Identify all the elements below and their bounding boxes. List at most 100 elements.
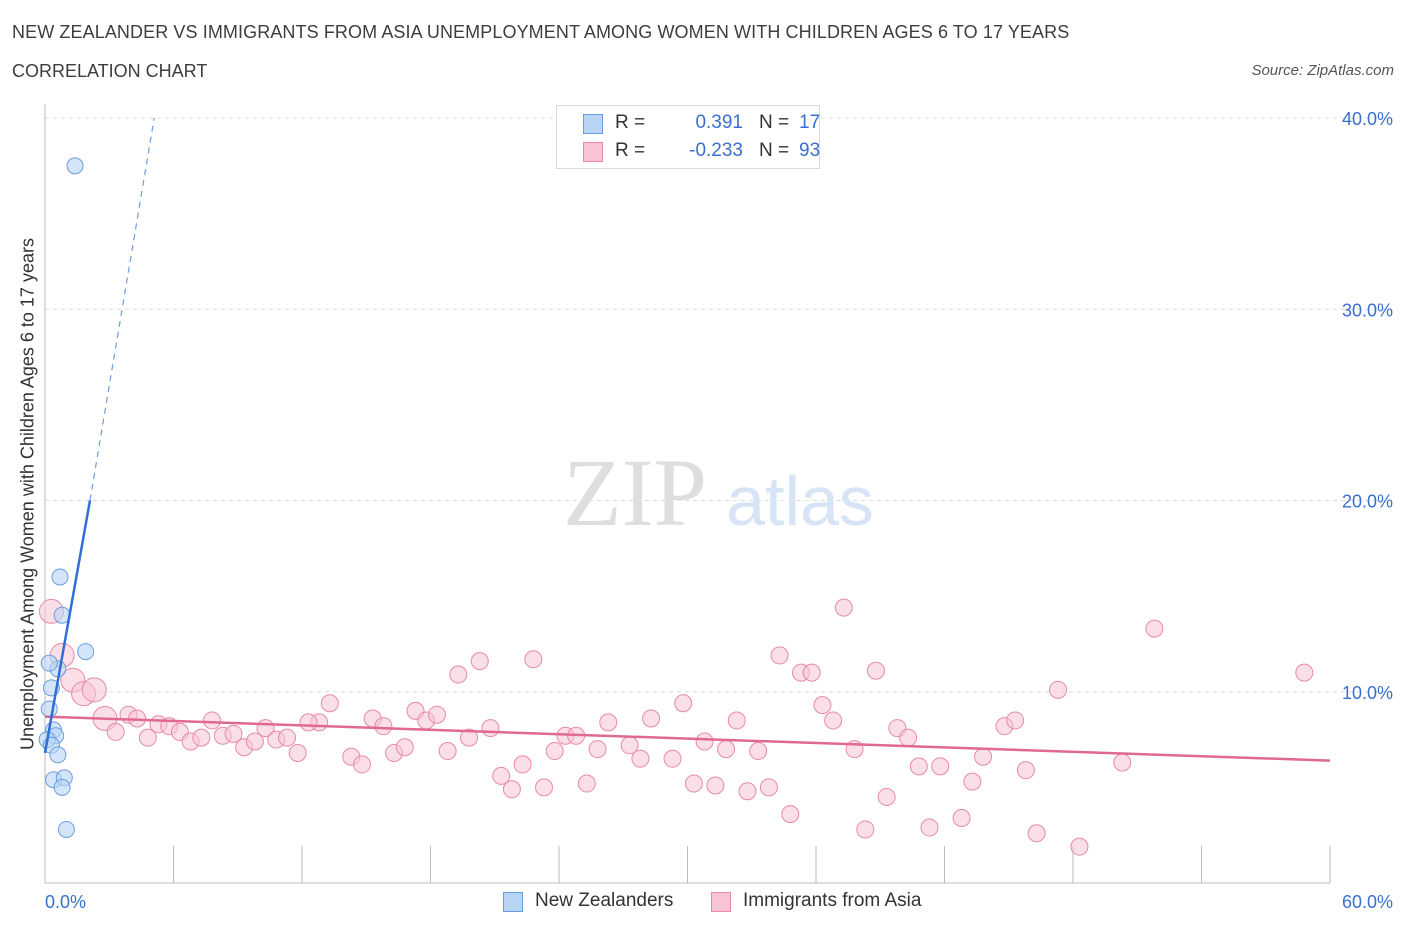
immigrants-from-asia-point [545,742,564,761]
immigrants-from-asia-point [931,757,950,776]
y-tick-label: 10.0% [1342,683,1393,703]
y-tick-label: 20.0% [1342,492,1393,512]
immigrants-from-asia-point [738,782,757,801]
immigrants-from-asia-point [492,766,511,785]
immigrants-from-asia-point [1016,761,1035,780]
y-tick-label: 30.0% [1342,300,1393,320]
immigrants-from-asia-point [1145,619,1164,638]
immigrants-from-asia-point [866,661,885,680]
immigrants-from-asia-point [449,665,468,684]
immigrants-from-asia-point [1113,753,1132,772]
n-value-blue: 17 [799,112,821,133]
immigrants-from-asia-point [663,749,682,768]
immigrants-from-asia-point [952,808,971,827]
immigrants-from-asia-point [278,728,297,747]
watermark-zip: ZIP [563,439,707,546]
immigrants-from-asia-point [909,757,928,776]
source-credit: Source: ZipAtlas.com [1251,62,1394,79]
immigrants-from-asia-point [642,709,661,728]
immigrants-from-asia-point [920,818,939,837]
x-tick-label-min: 0.0% [45,892,86,912]
new-zealanders-point [40,654,58,672]
immigrants-from-asia-point [856,820,875,839]
immigrants-from-asia-point [299,713,318,732]
immigrants-from-asia-point [717,740,736,759]
n-label: N = [759,140,790,161]
n-label: N = [759,112,790,133]
immigrants-from-asia-point [749,742,768,761]
immigrants-from-asia-point [460,728,479,747]
watermark: ZIP atlas [563,439,874,546]
y-tick-label: 40.0% [1342,109,1393,129]
immigrants-from-asia-point [813,696,832,715]
immigrants-from-asia-point [470,652,489,671]
immigrants-from-asia-point [599,713,618,732]
immigrants-from-asia-point [374,717,393,736]
new-zealanders-point [77,643,95,661]
immigrants-from-asia-point [1027,824,1046,843]
immigrants-from-asia-point [513,755,532,774]
immigrants-from-asia-point [824,711,843,730]
immigrants-from-asia-point [192,728,211,747]
trend-lines [43,117,1331,762]
immigrants-from-asia-point [588,740,607,759]
immigrants-from-asia-point [1006,711,1025,730]
blue-swatch [503,892,523,912]
immigrants-from-asia-point [427,705,446,724]
legend-label: New Zealanders [535,890,674,911]
immigrants-from-asia-point [899,728,918,747]
new-zealanders-trend-extension [89,117,155,501]
immigrants-from-asia-point [438,742,457,761]
immigrants-from-asia-point [245,732,264,751]
grid-lines [45,117,1392,693]
r-label: R = [615,112,646,133]
immigrants-from-asia-trend-line [44,715,1331,762]
chart-title: NEW ZEALANDER VS IMMIGRANTS FROM ASIA UN… [12,22,1070,42]
immigrants-from-asia-point [106,722,125,741]
new-zealanders-point [57,820,75,838]
immigrants-from-asia-point [81,677,107,703]
tick-labels: 10.0% 20.0% 30.0% 40.0% 0.0% 60.0% [45,109,1393,912]
immigrants-from-asia-point [770,646,789,665]
immigrants-from-asia-point [631,749,650,768]
immigrants-from-asia-point [759,778,778,797]
immigrants-from-asia-point [834,598,853,617]
pink-swatch [583,142,603,162]
immigrants-from-asia-point [877,787,896,806]
immigrants-from-asia-point [1295,663,1314,682]
blue-swatch [583,114,603,134]
immigrants-from-asia-point [288,743,307,762]
immigrants-from-asia-point [395,738,414,757]
watermark-atlas: atlas [726,462,874,540]
immigrants-from-asia-points [38,598,1314,856]
immigrants-from-asia-point [224,724,243,743]
correlation-legend: R = 0.391 N = 17 R = -0.233 N = 93 [556,105,820,169]
immigrants-from-asia-point [524,650,543,669]
n-value-pink: 93 [799,140,821,161]
immigrants-from-asia-point [203,711,222,730]
legend-label: Immigrants from Asia [743,890,922,911]
immigrants-from-asia-point [695,732,714,751]
immigrants-from-asia-point [963,772,982,791]
new-zealanders-point [49,746,67,764]
r-value-blue: 0.391 [695,112,743,133]
axes [44,104,1331,884]
immigrants-from-asia-point [138,728,157,747]
immigrants-from-asia-point [352,755,371,774]
immigrants-from-asia-point [481,719,500,738]
immigrants-from-asia-point [684,774,703,793]
immigrants-from-asia-point [727,711,746,730]
pink-swatch [711,892,731,912]
r-label: R = [615,140,646,161]
chart-subtitle: CORRELATION CHART [12,61,208,81]
immigrants-from-asia-point [502,780,521,799]
immigrants-from-asia-point [974,747,993,766]
immigrants-from-asia-point [781,805,800,824]
immigrants-from-asia-point [1070,837,1089,856]
new-zealanders-points [38,157,95,838]
y-axis-label-text: Unemployment Among Women with Children A… [17,238,38,750]
new-zealanders-point [51,568,69,586]
immigrants-from-asia-point [802,663,821,682]
new-zealanders-point [53,778,71,796]
